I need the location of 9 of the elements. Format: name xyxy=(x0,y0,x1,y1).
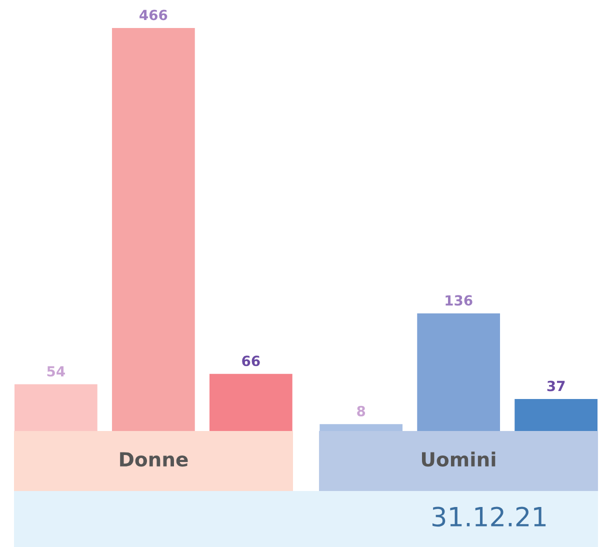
data-label: 466 xyxy=(140,10,168,20)
data-label: 66 xyxy=(242,356,260,366)
data-label: 37 xyxy=(547,380,565,392)
text: 31.12.21 xyxy=(432,506,546,527)
text: Donne xyxy=(120,452,188,467)
text: Uomini xyxy=(422,452,496,467)
data-label: 8 xyxy=(357,406,366,416)
data-label: 136 xyxy=(446,295,472,306)
data-label: 54 xyxy=(47,366,65,377)
